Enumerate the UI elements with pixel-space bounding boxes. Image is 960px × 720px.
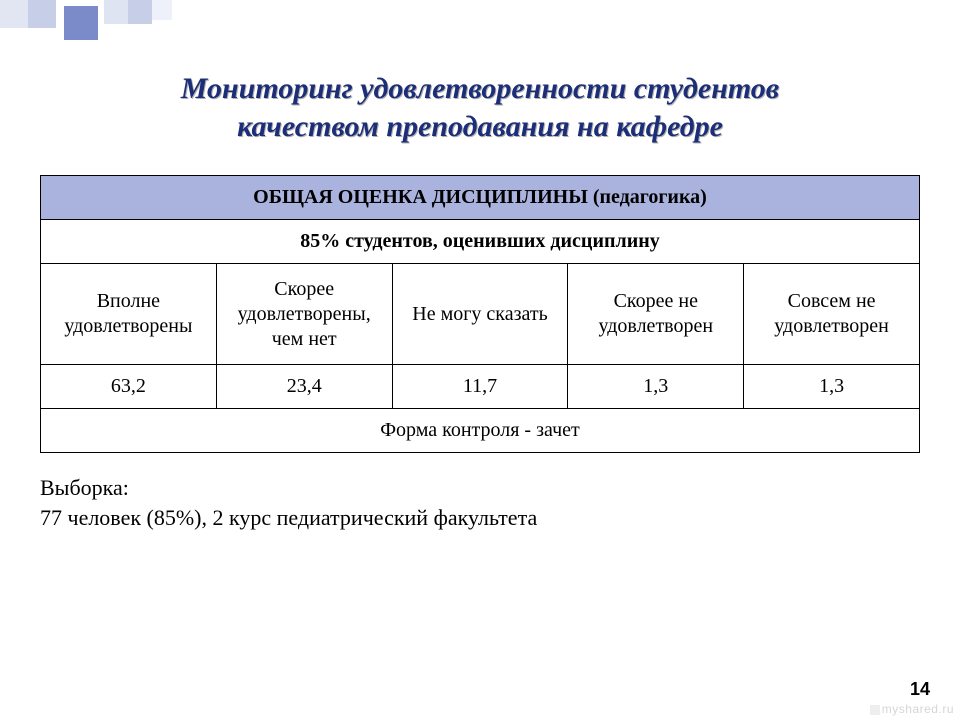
title-line-2: качеством преподавания на кафедре [237, 110, 723, 143]
category-cell: Скорее удовлетворены, чем нет [216, 264, 392, 365]
sample-line-2: 77 человек (85%), 2 курс педиатрический … [40, 505, 537, 530]
watermark-text: myshared.ru [882, 702, 954, 716]
value-cell: 23,4 [216, 365, 392, 409]
category-cell: Вполне удовлетворены [41, 264, 217, 365]
value-cell: 63,2 [41, 365, 217, 409]
table-footer: Форма контроля - зачет [41, 409, 920, 453]
corner-decoration [0, 0, 220, 40]
deco-square [28, 0, 56, 28]
category-cell: Скорее не удовлетворен [568, 264, 744, 365]
slide-title: Мониторинг удовлетворенности студентов к… [40, 70, 920, 145]
watermark-icon [870, 705, 880, 715]
table-header-1: ОБЩАЯ ОЦЕНКА ДИСЦИПЛИНЫ (педагогика) [41, 176, 920, 220]
value-cell: 1,3 [744, 365, 920, 409]
value-cell: 11,7 [392, 365, 568, 409]
watermark: myshared.ru [870, 702, 954, 716]
sample-note: Выборка: 77 человек (85%), 2 курс педиат… [40, 473, 920, 532]
title-line-1: Мониторинг удовлетворенности студентов [181, 72, 779, 105]
deco-square [152, 0, 172, 20]
survey-table: ОБЩАЯ ОЦЕНКА ДИСЦИПЛИНЫ (педагогика) 85%… [40, 175, 920, 453]
deco-square [104, 0, 128, 24]
table-header-2: 85% студентов, оценивших дисциплину [41, 220, 920, 264]
category-cell: Не могу сказать [392, 264, 568, 365]
slide-content: Мониторинг удовлетворенности студентов к… [40, 70, 920, 532]
deco-square [0, 0, 28, 28]
page-number: 14 [910, 679, 930, 700]
deco-square [128, 0, 152, 24]
sample-line-1: Выборка: [40, 475, 129, 500]
value-cell: 1,3 [568, 365, 744, 409]
deco-square [64, 6, 98, 40]
category-cell: Совсем не удовлетворен [744, 264, 920, 365]
